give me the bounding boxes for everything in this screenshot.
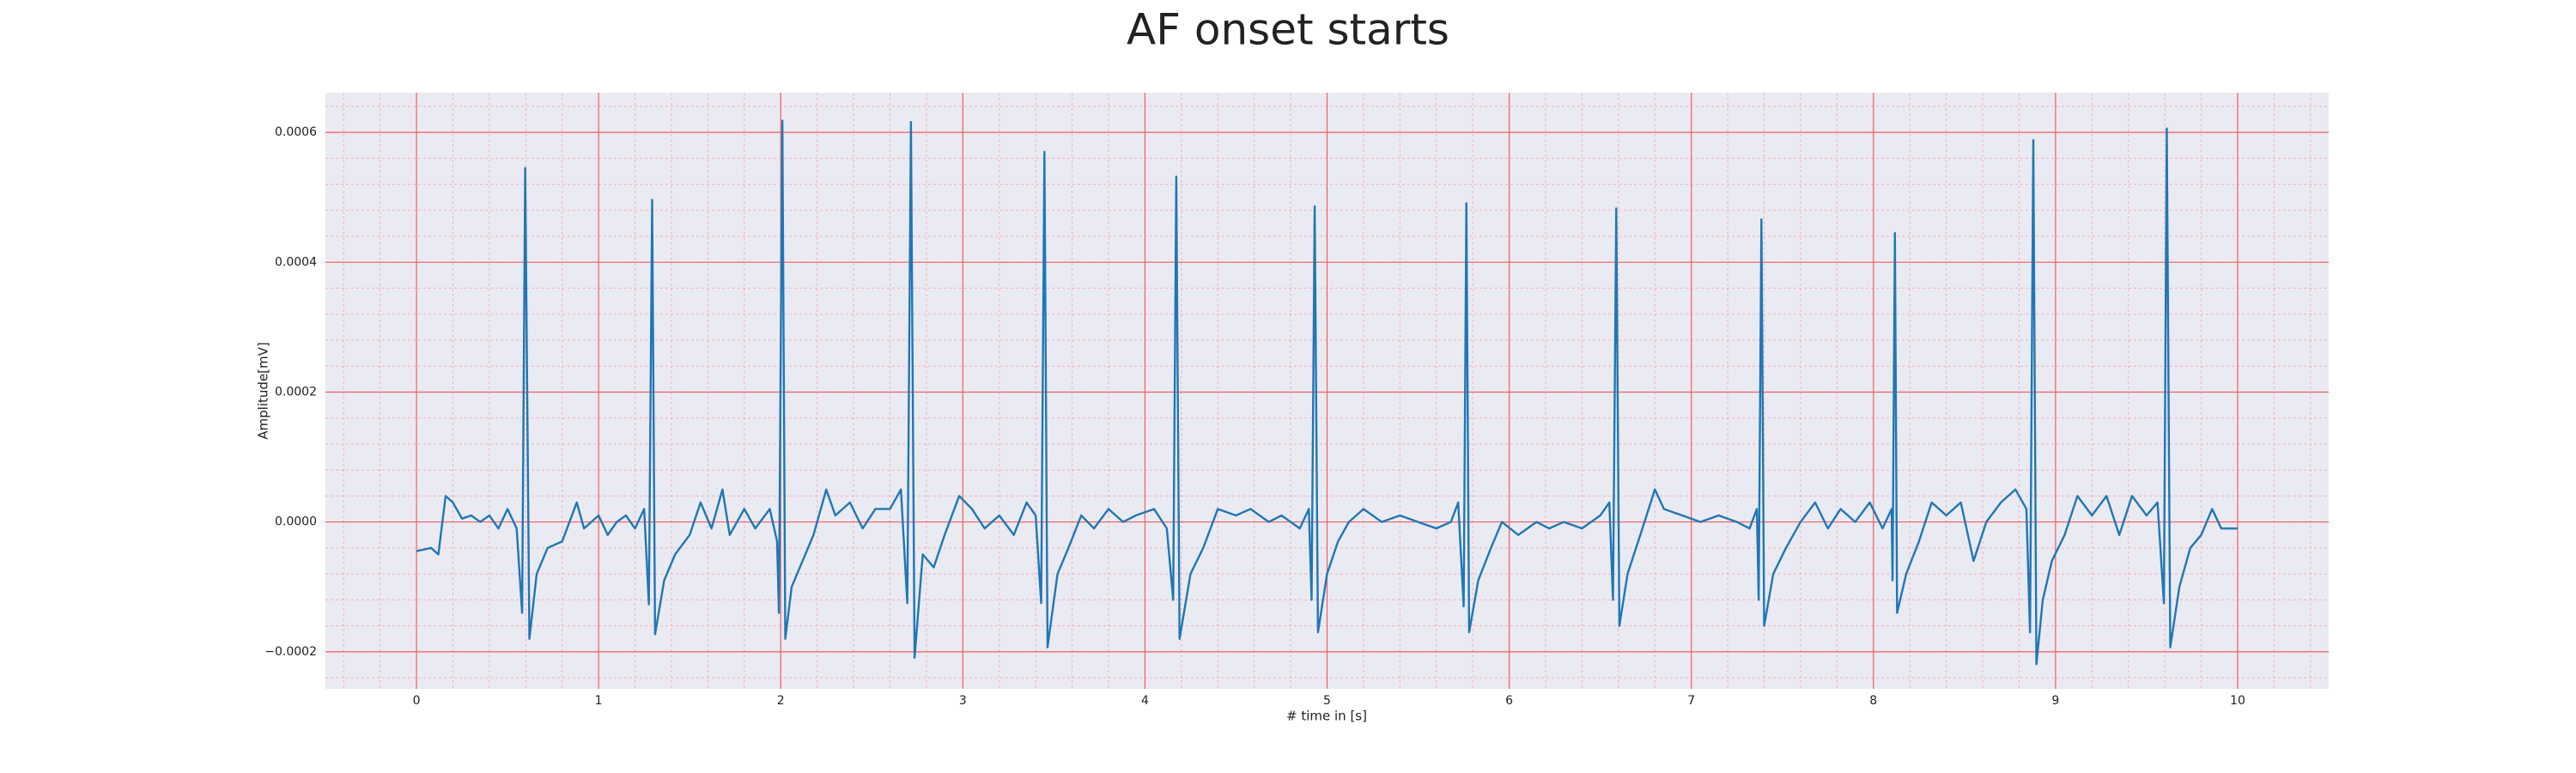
y-axis-label: Amplitude[mV]: [256, 342, 271, 439]
x-tick-label: 1: [595, 694, 603, 708]
y-tick-label: 0.0006: [275, 125, 317, 139]
x-tick-label: 3: [959, 694, 967, 708]
y-tick-label: 0.0000: [275, 515, 317, 529]
marks: [416, 119, 2238, 666]
y-tick-label: 0.0004: [275, 255, 317, 269]
x-tick-label: 9: [2051, 694, 2059, 708]
x-tick-label: 0: [413, 694, 421, 708]
x-tick-label: 7: [1687, 694, 1695, 708]
x-tick-label: 6: [1505, 694, 1513, 708]
x-tick-label: 2: [777, 694, 785, 708]
chart-title: AF onset starts: [1127, 5, 1449, 55]
x-axis-label: # time in [s]: [1286, 709, 1367, 724]
x-tick-label: 4: [1141, 694, 1149, 708]
y-tick-label: −0.0002: [264, 645, 317, 659]
major-grid: [325, 93, 2329, 689]
y-tick-label: 0.0002: [275, 386, 317, 399]
x-tick-label: 5: [1323, 694, 1331, 708]
signal-line: [416, 119, 2238, 666]
x-tick-label: 10: [2230, 694, 2245, 708]
x-tick-label: 8: [1869, 694, 1877, 708]
